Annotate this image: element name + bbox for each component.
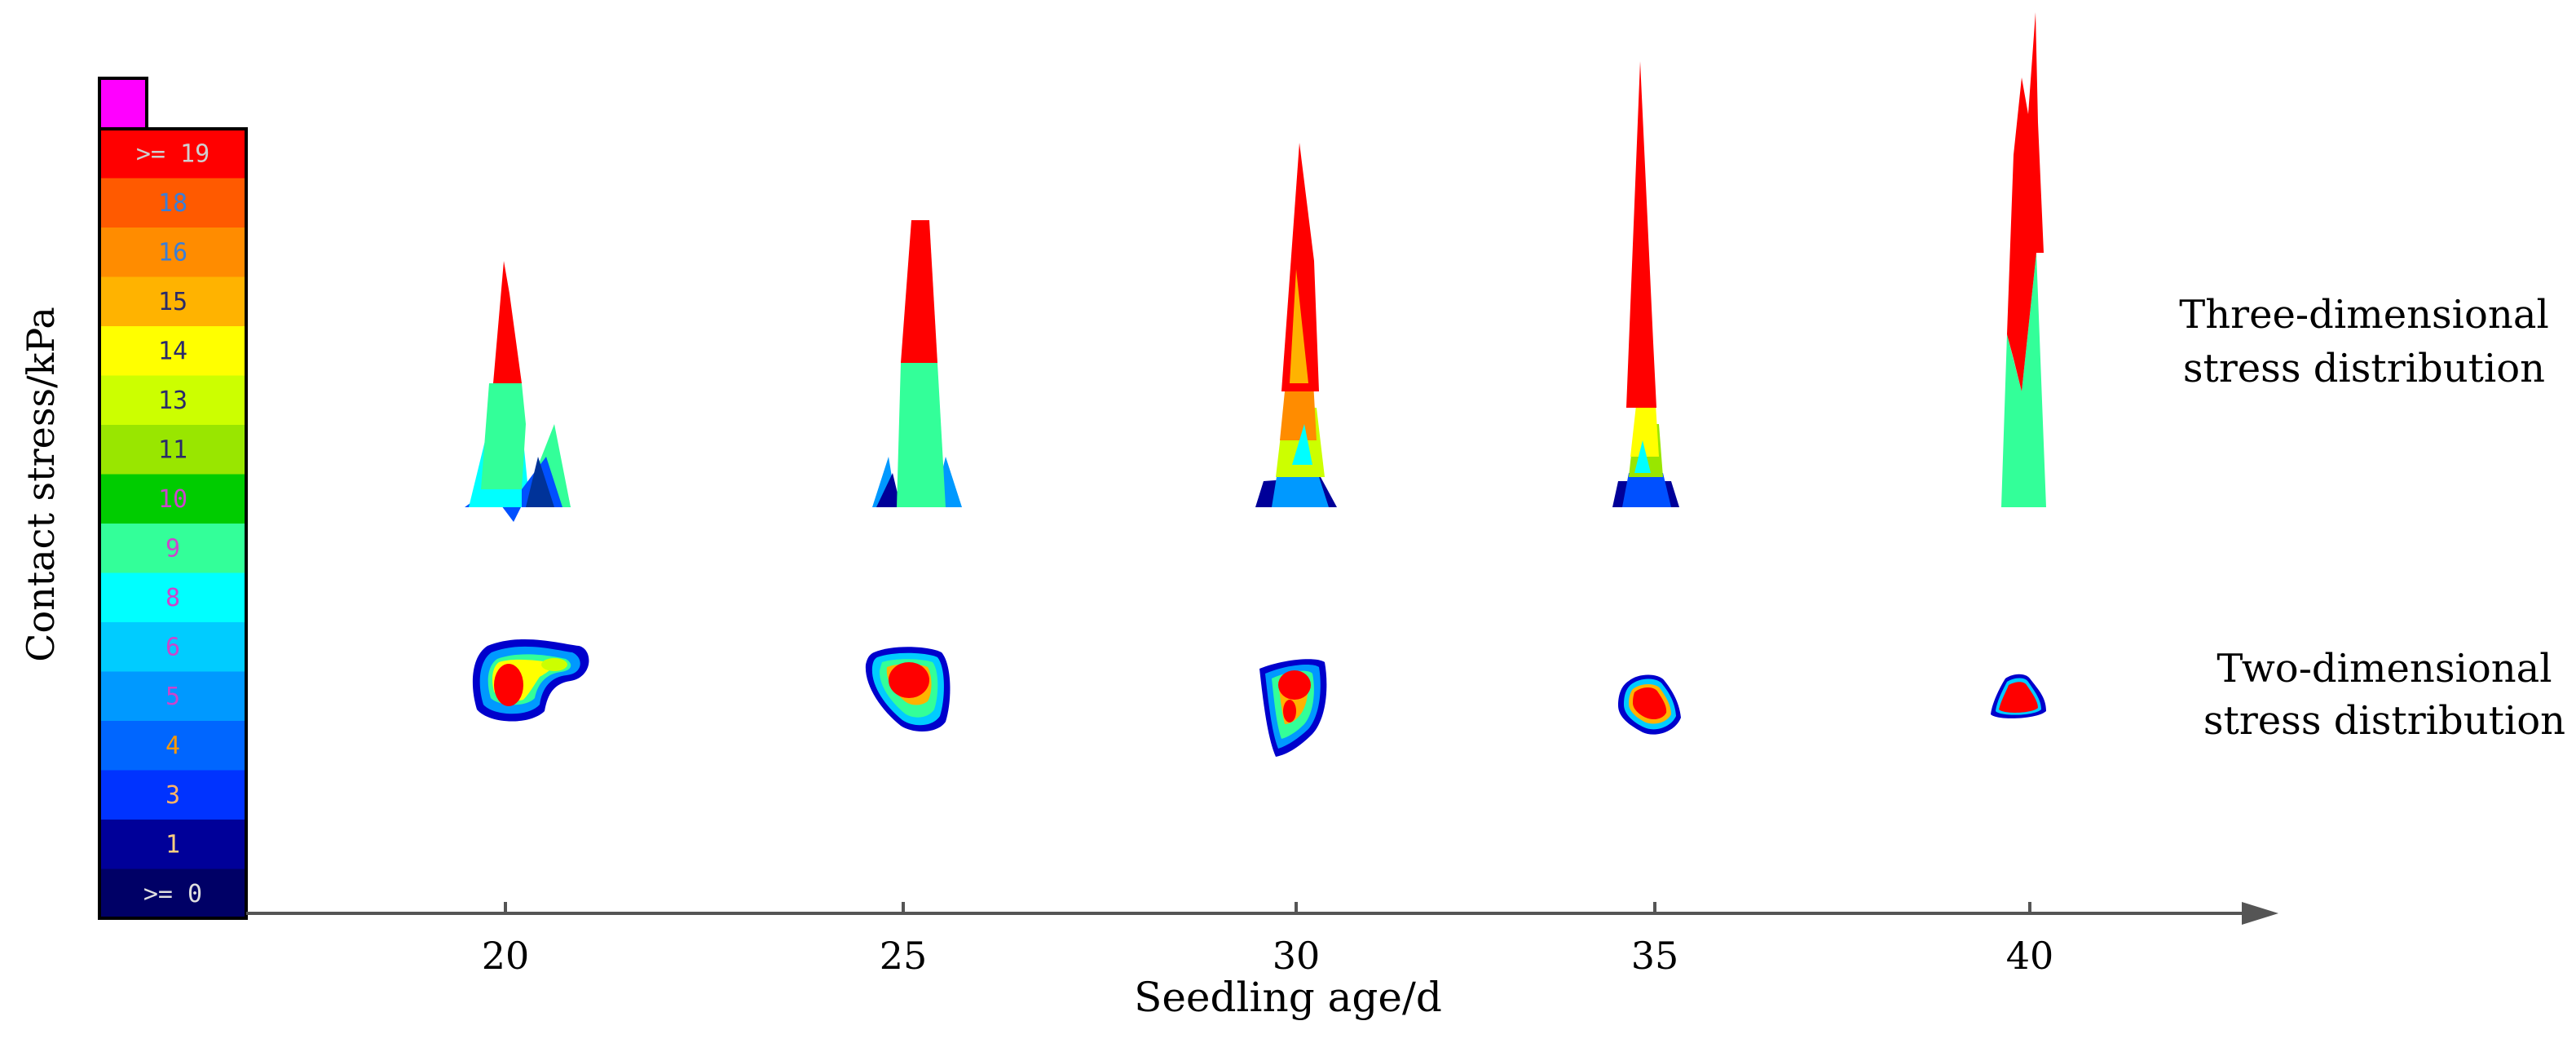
x-axis-label: Seedling age/d: [1134, 974, 1442, 1021]
legend-swatch-13: [99, 770, 246, 820]
legend-swatch-7: [99, 474, 246, 524]
legend-label: >= 0: [143, 880, 202, 908]
color-legend: >= 19 18 16 15 14 13 11 10 9 8 6 5 4 3 1 >= 0: [98, 77, 248, 920]
map-2d-30: [1259, 659, 1327, 757]
legend-overflow-swatch: [98, 77, 148, 130]
x-tick-label: 35: [1631, 934, 1679, 978]
legend-label: 14: [158, 337, 187, 365]
x-tick-label: 30: [1273, 934, 1321, 978]
legend-label: 4: [165, 731, 180, 760]
peak-3d-40: [2001, 12, 2046, 507]
legend-swatch-8: [99, 524, 246, 573]
row-label-2d-line1: Two-dimensional: [2217, 646, 2552, 692]
three-d-distributions: [465, 12, 2046, 522]
x-tick-label: 20: [482, 934, 530, 978]
legend-swatch-6: [99, 425, 246, 475]
map-2d-35: [1618, 674, 1681, 735]
x-tick-label: 40: [2006, 934, 2054, 978]
legend-label: 3: [165, 781, 180, 810]
legend-swatch-5: [99, 375, 246, 426]
legend-swatch-15: [99, 868, 246, 919]
legend-label: 1: [165, 830, 180, 859]
legend-swatch-4: [99, 326, 246, 376]
legend-swatch-14: [99, 820, 246, 869]
two-d-distributions: [472, 639, 2046, 757]
legend-label: 10: [158, 485, 187, 514]
legend-swatch-3: [99, 276, 246, 327]
legend-swatch-2: [99, 228, 246, 277]
legend-frame: [98, 127, 248, 920]
legend-label: 5: [165, 683, 180, 711]
row-label-3d: Three-dimensional stress distribution: [2179, 292, 2549, 391]
map-2d-25: [865, 647, 951, 731]
legend-label: 13: [158, 387, 187, 415]
legend-label: 16: [158, 238, 187, 267]
legend-swatch-11: [99, 671, 246, 722]
x-axis-arrow: [2242, 902, 2278, 925]
peak-3d-25: [872, 220, 962, 507]
legend-swatch-12: [99, 721, 246, 771]
map-2d-20: [472, 639, 589, 722]
row-label-2d: Two-dimensional stress distribution: [2203, 646, 2565, 744]
row-label-3d-line1: Three-dimensional: [2179, 292, 2549, 338]
legend-label: 15: [158, 288, 187, 316]
legend-swatch-1: [99, 178, 246, 228]
legend-label: 6: [165, 633, 180, 661]
legend-swatch-0: [99, 129, 246, 179]
row-label-3d-line2: stress distribution: [2183, 346, 2545, 391]
legend-label: >= 19: [136, 139, 210, 168]
legend-swatch-9: [99, 572, 246, 623]
x-axis: 20 25 30 35 40: [246, 902, 2278, 978]
x-tick-label: 25: [880, 934, 928, 978]
map-2d-40: [1991, 674, 2046, 718]
row-label-2d-line2: stress distribution: [2203, 698, 2565, 744]
legend-label: 8: [165, 584, 180, 612]
legend-label: 9: [165, 534, 180, 563]
legend-cells: >= 19 18 16 15 14 13 11 10 9 8 6 5 4 3 1 >= 0: [99, 129, 246, 919]
legend-swatch-10: [99, 622, 246, 672]
legend-label: 18: [158, 189, 187, 218]
x-ticks: 20 25 30 35 40: [482, 902, 2054, 978]
peak-3d-35: [1612, 61, 1679, 507]
legend-label: 11: [158, 435, 187, 464]
peak-3d-30: [1255, 143, 1337, 507]
y-axis-label: Contact stress/kPa: [19, 307, 63, 662]
peak-3d-20: [465, 261, 571, 522]
